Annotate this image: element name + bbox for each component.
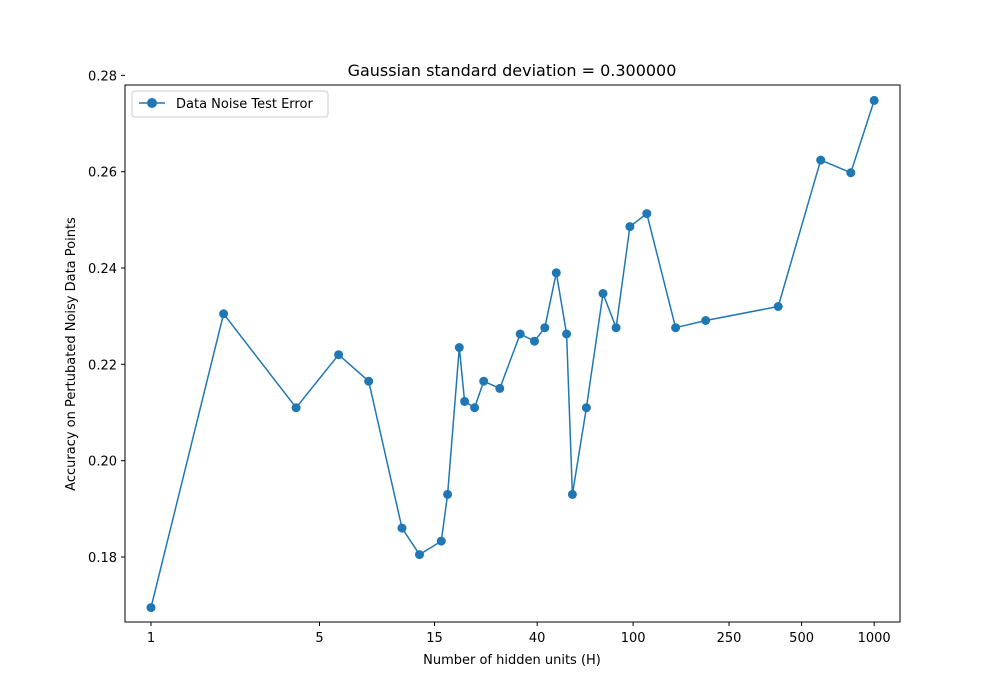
x-tick-label: 1 [147, 631, 155, 646]
data-point [470, 403, 480, 413]
data-point [562, 329, 572, 339]
data-point [334, 350, 344, 360]
series-layer [146, 95, 879, 613]
data-point [625, 222, 635, 232]
data-point [364, 376, 374, 386]
chart-title: Gaussian standard deviation = 0.300000 [348, 61, 677, 80]
x-tick-label: 1000 [858, 631, 891, 646]
y-tick-label: 0.18 [88, 551, 117, 566]
x-tick-label: 15 [426, 631, 443, 646]
data-point [551, 268, 561, 278]
data-point [671, 323, 681, 333]
legend-box [131, 90, 329, 118]
data-point [642, 209, 652, 219]
legend: Data Noise Test Error [131, 90, 329, 118]
data-point [567, 489, 577, 499]
data-point [773, 302, 783, 311]
data-point [219, 309, 229, 319]
data-point [598, 289, 608, 298]
data-point [530, 336, 539, 346]
y-tick-label: 0.26 [88, 166, 117, 181]
data-point [436, 536, 446, 546]
data-point [495, 383, 505, 393]
data-point [846, 168, 856, 178]
data-point [816, 155, 826, 165]
y-axis-label: Accuracy on Pertubated Noisy Data Points [64, 217, 79, 491]
data-point [611, 323, 621, 333]
data-point [146, 603, 156, 613]
x-tick-label: 40 [529, 631, 546, 646]
x-axis-label: Number of hidden units (H) [423, 653, 601, 668]
x-tick-label: 100 [621, 631, 646, 646]
data-point [540, 323, 550, 333]
data-point [291, 403, 301, 413]
y-tick-label: 0.20 [88, 455, 117, 470]
data-point [869, 95, 879, 105]
data-point [460, 396, 470, 406]
x-tick-label: 500 [789, 631, 814, 646]
y-tick-label: 0.22 [88, 358, 117, 373]
x-axis: 1 5 15 40 100 250 500 1000 [147, 622, 891, 646]
data-point [701, 316, 711, 325]
data-point [581, 403, 591, 413]
data-point [415, 550, 424, 560]
y-tick-label: 0.24 [88, 262, 117, 277]
x-tick-label: 250 [717, 631, 742, 646]
legend-label: Data Noise Test Error [176, 97, 313, 112]
data-point [479, 376, 489, 386]
data-point [454, 343, 464, 352]
data-point [397, 523, 407, 533]
data-point [515, 329, 525, 339]
legend-marker-swatch [147, 98, 157, 108]
x-tick-label: 5 [315, 631, 323, 646]
data-point [443, 489, 453, 499]
y-tick-label: 0.28 [88, 69, 117, 84]
y-axis: 0.18 0.20 0.22 0.24 0.26 0.28 [88, 69, 125, 566]
